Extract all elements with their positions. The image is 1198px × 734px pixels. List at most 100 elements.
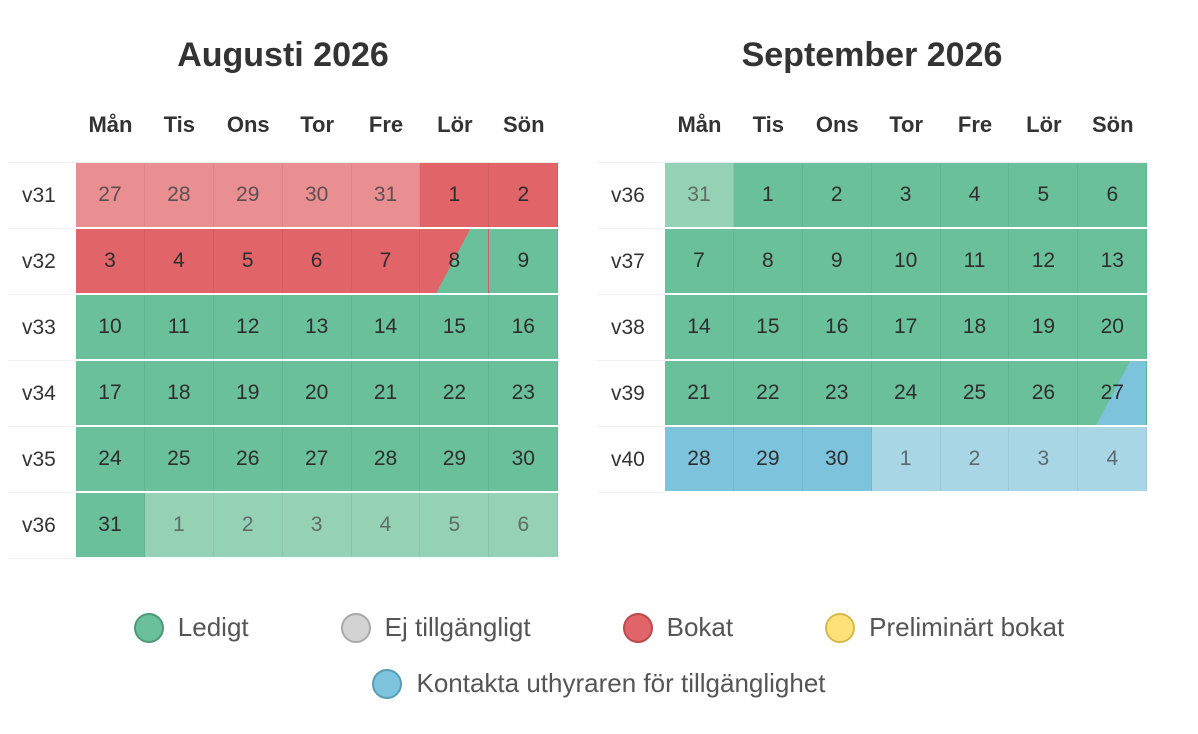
- day-number: 19: [1031, 315, 1056, 338]
- day-cell[interactable]: 15: [420, 295, 490, 359]
- day-cell[interactable]: 2: [940, 427, 1010, 491]
- weekday-label: Lör: [437, 112, 473, 137]
- day-cell[interactable]: 22: [733, 361, 803, 425]
- day-cell[interactable]: 31: [76, 493, 145, 557]
- day-cell[interactable]: 31: [351, 163, 421, 227]
- day-cell[interactable]: 8: [733, 229, 803, 293]
- week-number: v34: [8, 361, 76, 427]
- day-cell[interactable]: 6: [489, 493, 559, 557]
- weekday-header: Mån Tis Ons Tor Fre Lör Sön: [665, 112, 1147, 138]
- day-cell[interactable]: 20: [282, 361, 352, 425]
- day-cell[interactable]: 25: [940, 361, 1010, 425]
- week-number: v32: [8, 229, 76, 295]
- day-cell[interactable]: 24: [871, 361, 941, 425]
- weekday-label: Tor: [300, 112, 335, 137]
- day-cell[interactable]: 18: [940, 295, 1010, 359]
- day-cell[interactable]: 3: [1009, 427, 1079, 491]
- day-cell[interactable]: 2: [802, 163, 872, 227]
- day-cell[interactable]: 4: [940, 163, 1010, 227]
- day-cell[interactable]: 15: [733, 295, 803, 359]
- day-cell[interactable]: 14: [351, 295, 421, 359]
- day-number: 30: [511, 447, 535, 470]
- day-cell[interactable]: 26: [1009, 361, 1079, 425]
- day-number: 29: [236, 183, 260, 206]
- day-cell[interactable]: 20: [1078, 295, 1148, 359]
- day-cell[interactable]: 3: [871, 163, 941, 227]
- day-cell[interactable]: 27: [76, 163, 145, 227]
- day-cell[interactable]: 21: [665, 361, 734, 425]
- weekday-label: Tis: [752, 112, 785, 137]
- day-cell[interactable]: 26: [213, 427, 283, 491]
- day-cell[interactable]: 27: [1078, 361, 1148, 425]
- day-cell[interactable]: 23: [489, 361, 559, 425]
- day-cell[interactable]: 5: [213, 229, 283, 293]
- day-cell[interactable]: 29: [213, 163, 283, 227]
- day-number: 17: [98, 381, 122, 404]
- day-cell[interactable]: 30: [282, 163, 352, 227]
- day-cell[interactable]: 1: [733, 163, 803, 227]
- day-number: 14: [373, 315, 398, 338]
- week-number: v36: [8, 493, 76, 559]
- day-number: 28: [687, 447, 711, 470]
- day-cell[interactable]: 17: [871, 295, 941, 359]
- day-cell[interactable]: 19: [213, 361, 283, 425]
- weekday-label: Tis: [163, 112, 196, 137]
- day-cell[interactable]: 17: [76, 361, 145, 425]
- day-cell[interactable]: 6: [1078, 163, 1148, 227]
- weekday-label: Mån: [88, 112, 133, 137]
- day-number: 3: [1037, 447, 1050, 470]
- day-cell[interactable]: 21: [351, 361, 421, 425]
- day-cell[interactable]: 8: [420, 229, 490, 293]
- day-number: 1: [448, 183, 461, 206]
- day-cell[interactable]: 16: [489, 295, 559, 359]
- day-cell[interactable]: 1: [420, 163, 490, 227]
- day-cell[interactable]: 10: [871, 229, 941, 293]
- day-cell[interactable]: 12: [1009, 229, 1079, 293]
- day-cell[interactable]: 5: [420, 493, 490, 557]
- day-cell[interactable]: 1: [144, 493, 214, 557]
- day-cell[interactable]: 9: [802, 229, 872, 293]
- day-cell[interactable]: 2: [489, 163, 559, 227]
- day-cell[interactable]: 13: [1078, 229, 1148, 293]
- day-cell[interactable]: 27: [282, 427, 352, 491]
- day-cell[interactable]: 22: [420, 361, 490, 425]
- day-cell[interactable]: 9: [489, 229, 559, 293]
- day-cell[interactable]: 30: [802, 427, 872, 491]
- day-cell[interactable]: 23: [802, 361, 872, 425]
- day-cell[interactable]: 2: [213, 493, 283, 557]
- day-cell[interactable]: 6: [282, 229, 352, 293]
- day-cell[interactable]: 10: [76, 295, 145, 359]
- day-cell[interactable]: 4: [1078, 427, 1148, 491]
- day-cell[interactable]: 28: [351, 427, 421, 491]
- day-cell[interactable]: 5: [1009, 163, 1079, 227]
- day-cell[interactable]: 13: [282, 295, 352, 359]
- day-cell[interactable]: 18: [144, 361, 214, 425]
- day-cell[interactable]: 11: [940, 229, 1010, 293]
- day-cell[interactable]: 25: [144, 427, 214, 491]
- weekday-header: Mån Tis Ons Tor Fre Lör Sön: [76, 112, 558, 138]
- day-number: 31: [687, 183, 711, 206]
- day-cell[interactable]: 11: [144, 295, 214, 359]
- day-cell[interactable]: 14: [665, 295, 734, 359]
- day-cell[interactable]: 28: [665, 427, 734, 491]
- day-number: 6: [310, 249, 323, 272]
- day-cell[interactable]: 28: [144, 163, 214, 227]
- day-cell[interactable]: 7: [351, 229, 421, 293]
- week-row: v33 10 11 12 13 14 15 16: [8, 295, 559, 361]
- weekday-label: Sön: [503, 112, 545, 137]
- day-cell[interactable]: 3: [282, 493, 352, 557]
- day-cell[interactable]: 1: [871, 427, 941, 491]
- day-cell[interactable]: 30: [489, 427, 559, 491]
- day-cell[interactable]: 31: [665, 163, 734, 227]
- day-cell[interactable]: 7: [665, 229, 734, 293]
- day-cell[interactable]: 12: [213, 295, 283, 359]
- day-cell[interactable]: 16: [802, 295, 872, 359]
- day-number: 8: [448, 249, 461, 272]
- day-cell[interactable]: 29: [420, 427, 490, 491]
- day-cell[interactable]: 4: [351, 493, 421, 557]
- day-cell[interactable]: 29: [733, 427, 803, 491]
- day-cell[interactable]: 24: [76, 427, 145, 491]
- day-cell[interactable]: 19: [1009, 295, 1079, 359]
- day-cell[interactable]: 4: [144, 229, 214, 293]
- day-cell[interactable]: 3: [76, 229, 145, 293]
